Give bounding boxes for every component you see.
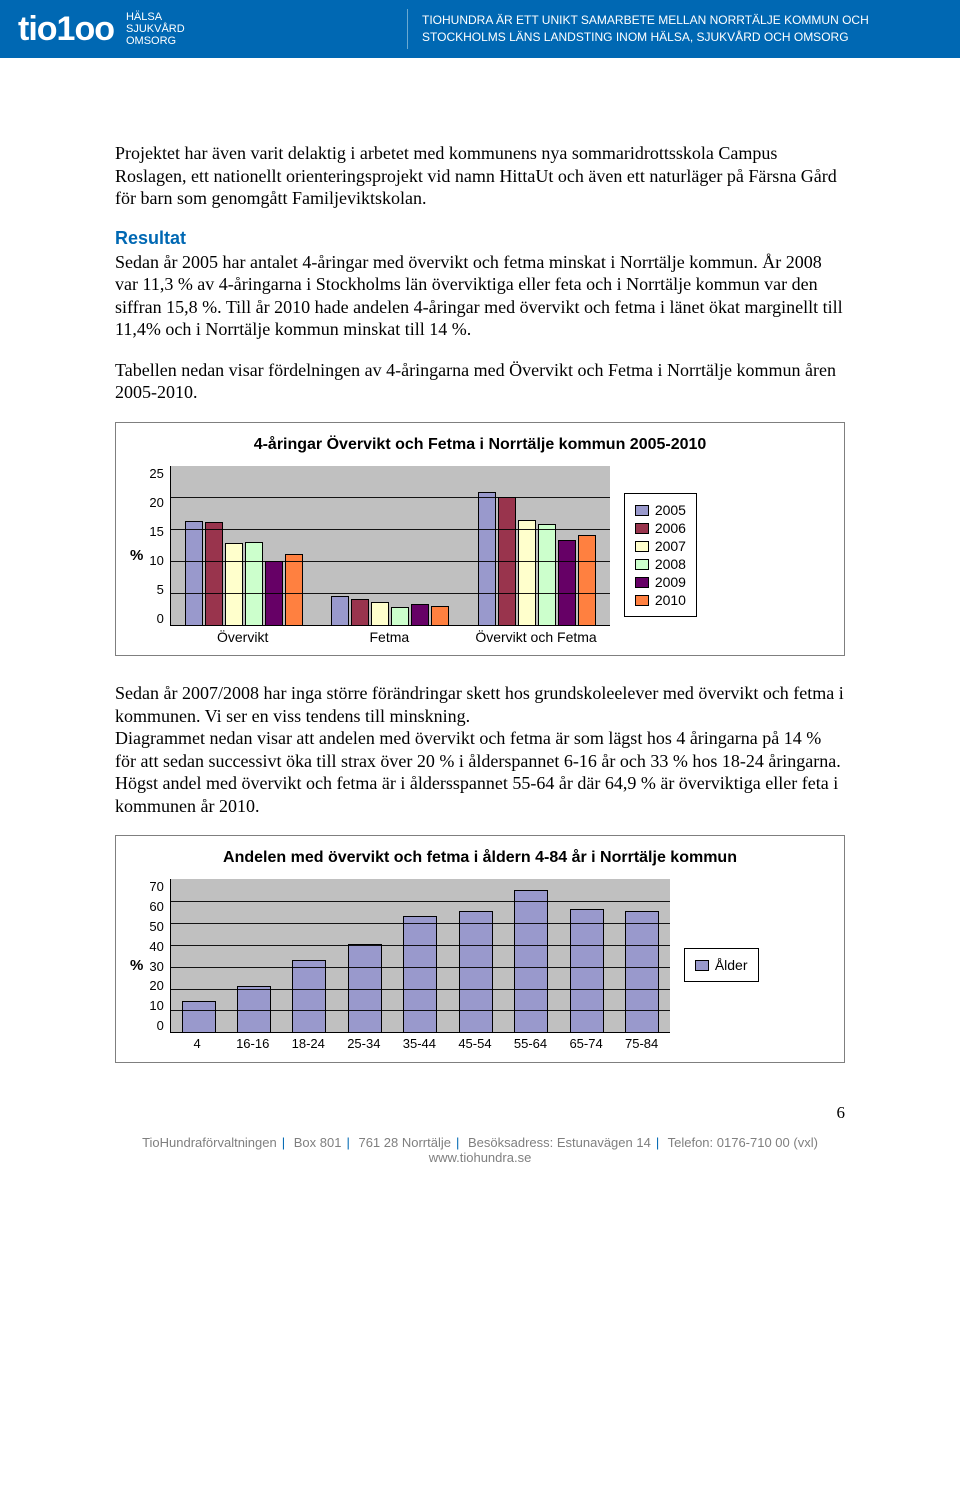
chart-1-plot (170, 466, 610, 626)
logo-text: tio1oo (18, 10, 114, 49)
footer-org: TioHundraförvaltningen (142, 1135, 277, 1150)
bar (391, 607, 409, 625)
chart-2-legend: Ålder (684, 948, 759, 982)
chart-2-title: Andelen med övervikt och fetma i åldern … (130, 848, 830, 867)
page-header: tio1oo HÄLSA SJUKVÅRD OMSORG TIOHUNDRA Ä… (0, 0, 960, 58)
chart-1-xlabels: ÖverviktFetmaÖvervikt och Fetma (169, 626, 609, 645)
bar (205, 522, 223, 624)
chart-2-xlabels: 416-1618-2425-3435-4445-5455-6465-7475-8… (169, 1033, 669, 1051)
chart-1-ylabel: % (130, 547, 149, 564)
chart-2-ylabel: % (130, 957, 149, 974)
bar (570, 909, 604, 1032)
bar (237, 986, 271, 1032)
bar (538, 524, 556, 625)
bar (578, 535, 596, 625)
bar (351, 599, 369, 625)
paragraph-2: Sedan år 2005 har antalet 4-åringar med … (115, 251, 845, 341)
footer-phone: Telefon: 0176-710 00 (vxl) (668, 1135, 818, 1150)
bar (185, 521, 203, 625)
footer: TioHundraförvaltningen| Box 801| 761 28 … (0, 1135, 960, 1195)
chart-1: 4-åringar Övervikt och Fetma i Norrtälje… (115, 422, 845, 657)
header-text: TIOHUNDRA ÄR ETT UNIKT SAMARBETE MELLAN … (422, 12, 942, 46)
chart-2: Andelen med övervikt och fetma i åldern … (115, 835, 845, 1062)
logo-subtitle: HÄLSA SJUKVÅRD OMSORG (126, 11, 185, 47)
chart-1-yticks: 2520151050 (149, 466, 169, 626)
bar (431, 606, 449, 625)
bar (558, 540, 576, 624)
paragraph-4: Sedan år 2007/2008 har inga större förän… (115, 682, 845, 727)
chart-2-yticks: 706050403020100 (149, 879, 169, 1033)
bar (625, 911, 659, 1032)
bar (411, 604, 429, 624)
bar (245, 542, 263, 625)
logo: tio1oo HÄLSA SJUKVÅRD OMSORG (18, 10, 185, 49)
bar (182, 1001, 216, 1032)
paragraph-5: Diagrammet nedan visar att andelen med ö… (115, 727, 845, 817)
heading-resultat: Resultat (115, 228, 845, 249)
page-content: Projektet har även varit delaktig i arbe… (0, 58, 960, 1103)
page-number: 6 (0, 1103, 960, 1135)
header-divider (407, 9, 408, 49)
paragraph-1: Projektet har även varit delaktig i arbe… (115, 142, 845, 210)
chart-1-legend: 200520062007200820092010 (624, 493, 697, 617)
bar (225, 543, 243, 625)
bar (403, 916, 437, 1033)
bar (459, 911, 493, 1032)
chart-2-plot (170, 879, 670, 1033)
footer-visit: Besöksadress: Estunavägen 14 (468, 1135, 651, 1150)
footer-box: Box 801 (294, 1135, 342, 1150)
bar (285, 554, 303, 624)
chart-1-title: 4-åringar Övervikt och Fetma i Norrtälje… (130, 435, 830, 454)
bar (478, 492, 496, 624)
paragraph-3: Tabellen nedan visar fördelningen av 4-å… (115, 359, 845, 404)
footer-city: 761 28 Norrtälje (358, 1135, 451, 1150)
bar (371, 602, 389, 624)
bar (331, 596, 349, 625)
bar (518, 520, 536, 624)
bar (292, 960, 326, 1033)
footer-web: www.tiohundra.se (429, 1150, 532, 1165)
